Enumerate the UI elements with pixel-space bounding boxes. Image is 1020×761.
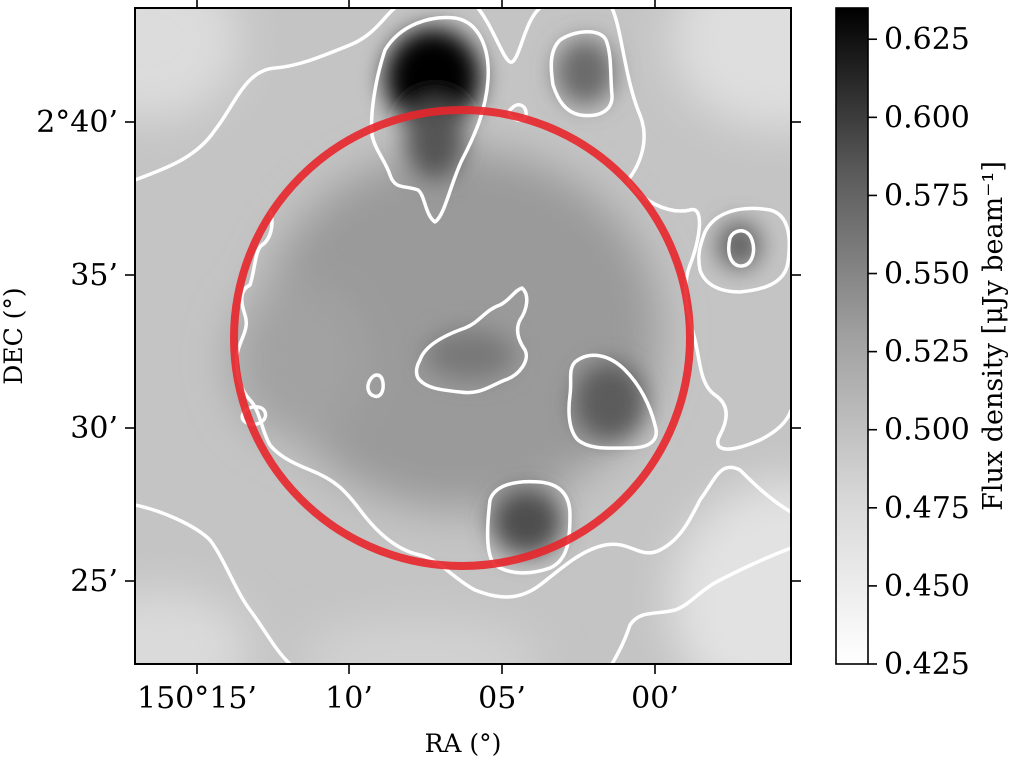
x-tick-label: 10’ [325,681,373,716]
colorbar-tick-label: 0.450 [884,569,970,604]
contour-small-west [366,373,385,399]
colorbar-tick-label: 0.500 [884,413,970,448]
contour-central [414,286,529,395]
x-tick-label: 05’ [478,681,526,716]
x-tick-label: 00’ [631,681,679,716]
contour-southeast-source [567,353,658,450]
heatmap-image [135,8,791,664]
colorbar-tick-label: 0.625 [884,22,970,57]
y-axis-label: DEC (°) [0,287,28,384]
colorbar-tick-label: 0.550 [884,257,970,292]
axis-ticks [125,0,801,674]
x-tick-label: 150°15’ [137,681,257,716]
y-tick-label: 25’ [70,564,118,599]
x-axis-label: RA (°) [425,729,502,758]
colorbar-tick-label: 0.575 [884,178,970,213]
colorbar-tick-label: 0.525 [884,335,970,370]
plot-frame [134,7,792,665]
selection-circle [230,106,694,570]
contour-east-inner [727,229,756,268]
contour-small-edge [240,405,268,427]
contour-north-source [369,15,490,224]
colorbar-frame [835,7,869,665]
heatmap-light-regions [135,8,791,664]
y-tick-label: 35’ [70,258,118,293]
colorbar-ticks [868,38,877,665]
contour-south-source [485,479,572,575]
contour-northeast-source [549,30,614,118]
colorbar-tick-labels: 0.425 0.450 0.475 0.500 0.525 0.550 0.575 0.600… [884,22,970,682]
colorbar-tick-label: 0.475 [884,491,970,526]
y-tick-label: 2°40’ [36,105,118,140]
colorbar [836,8,868,664]
colorbar-label: Flux density [μJy beam⁻¹] [978,161,1009,511]
colorbar-tick-label: 0.425 [884,647,970,682]
colorbar-tick-label: 0.600 [884,100,970,135]
contour-east-source [697,206,791,294]
heatmap-sources [385,28,761,556]
y-tick-label: 30’ [70,411,118,446]
